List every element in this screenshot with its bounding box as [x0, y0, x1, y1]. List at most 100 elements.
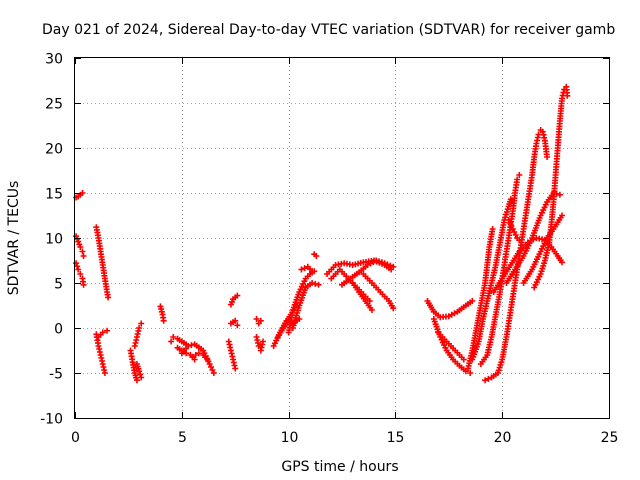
data-point	[467, 370, 474, 376]
data-point	[75, 266, 82, 273]
data-point	[188, 342, 195, 349]
data-point	[514, 176, 521, 183]
data-point	[312, 280, 319, 287]
series-arc-40	[505, 217, 525, 246]
data-series	[73, 83, 571, 384]
data-point	[137, 371, 144, 378]
series-arc-39	[503, 190, 563, 286]
series-arc-19	[253, 334, 266, 354]
series-arc-32	[430, 316, 474, 376]
data-point	[99, 329, 106, 336]
y-tick-label: -10	[40, 412, 63, 428]
series-arc-04	[93, 224, 112, 301]
data-point	[376, 258, 383, 265]
series-arc-08	[131, 320, 145, 349]
x-tick-label: 25	[601, 430, 619, 446]
series-arc-33	[435, 329, 467, 363]
data-point	[559, 212, 566, 219]
series-arc-07	[127, 347, 140, 384]
data-point	[138, 374, 145, 381]
y-tick-label: -5	[49, 367, 63, 383]
data-point	[74, 263, 81, 270]
data-point	[387, 262, 394, 269]
data-point	[390, 305, 397, 312]
data-point	[257, 317, 264, 324]
data-point	[138, 320, 145, 327]
series-arc-01	[73, 190, 86, 201]
series-arc-02	[73, 260, 87, 288]
data-point	[259, 338, 266, 345]
series-arc-42	[531, 83, 571, 291]
grid	[75, 58, 609, 418]
data-point	[559, 259, 566, 266]
data-point	[79, 248, 86, 255]
x-tick-label: 0	[71, 430, 80, 446]
series-arc-28	[339, 257, 397, 288]
data-point	[390, 263, 397, 270]
data-point	[301, 265, 308, 272]
data-point	[77, 244, 84, 250]
data-point	[80, 281, 87, 288]
data-point	[482, 377, 489, 384]
y-tick-label: 10	[45, 232, 63, 248]
data-point	[168, 338, 175, 345]
series-arc-38	[490, 235, 566, 295]
data-point	[378, 259, 385, 266]
x-tick-label: 15	[387, 430, 405, 446]
series-arc-18	[253, 316, 264, 327]
data-point	[516, 172, 523, 178]
data-point	[298, 266, 305, 273]
data-point	[195, 350, 202, 357]
data-point	[160, 317, 167, 324]
series-arc-34	[465, 226, 496, 372]
y-tick-label: 0	[54, 322, 63, 338]
data-point	[313, 253, 320, 259]
data-point	[489, 226, 496, 232]
series-arc-35	[469, 196, 514, 363]
series-arc-23	[289, 280, 322, 331]
data-point	[133, 377, 140, 384]
series-arc-05	[93, 331, 108, 376]
data-point	[309, 268, 316, 275]
series-arc-24	[298, 263, 316, 275]
data-point	[73, 260, 80, 267]
axis-ticks: 0 5 10 15 20 25 -10 -5 0 5 10 15 20 25 30	[40, 52, 618, 447]
data-point	[104, 327, 111, 334]
data-point	[460, 356, 467, 363]
data-point	[381, 260, 388, 267]
data-point	[105, 294, 112, 301]
y-axis-label: SDTVAR / TECUs	[6, 181, 22, 296]
data-point	[253, 316, 260, 322]
series-arc-25	[311, 251, 320, 259]
series-arc-14	[189, 350, 211, 363]
series-arc-31	[424, 298, 476, 321]
data-point	[309, 280, 316, 286]
data-point	[185, 343, 192, 349]
data-point	[556, 191, 563, 198]
data-point	[80, 253, 87, 259]
data-point	[485, 375, 492, 382]
data-point	[210, 370, 217, 376]
data-point	[204, 356, 211, 363]
series-arc-13	[178, 341, 217, 376]
data-point	[77, 271, 84, 277]
y-tick-label: 30	[45, 52, 63, 68]
data-point	[192, 352, 199, 358]
series-arc-37	[482, 127, 551, 384]
series-arc-06	[95, 327, 111, 340]
data-point	[373, 257, 380, 264]
data-point	[296, 316, 303, 322]
data-point	[234, 292, 241, 299]
series-arc-09	[133, 361, 145, 381]
data-point	[544, 154, 551, 160]
data-point	[518, 239, 525, 246]
data-point	[469, 298, 476, 304]
data-point	[234, 322, 241, 329]
plot-frame	[74, 57, 610, 419]
x-tick-label: 10	[281, 430, 299, 446]
y-tick-label: 25	[45, 97, 63, 113]
data-point	[232, 317, 239, 324]
data-point	[232, 365, 239, 372]
